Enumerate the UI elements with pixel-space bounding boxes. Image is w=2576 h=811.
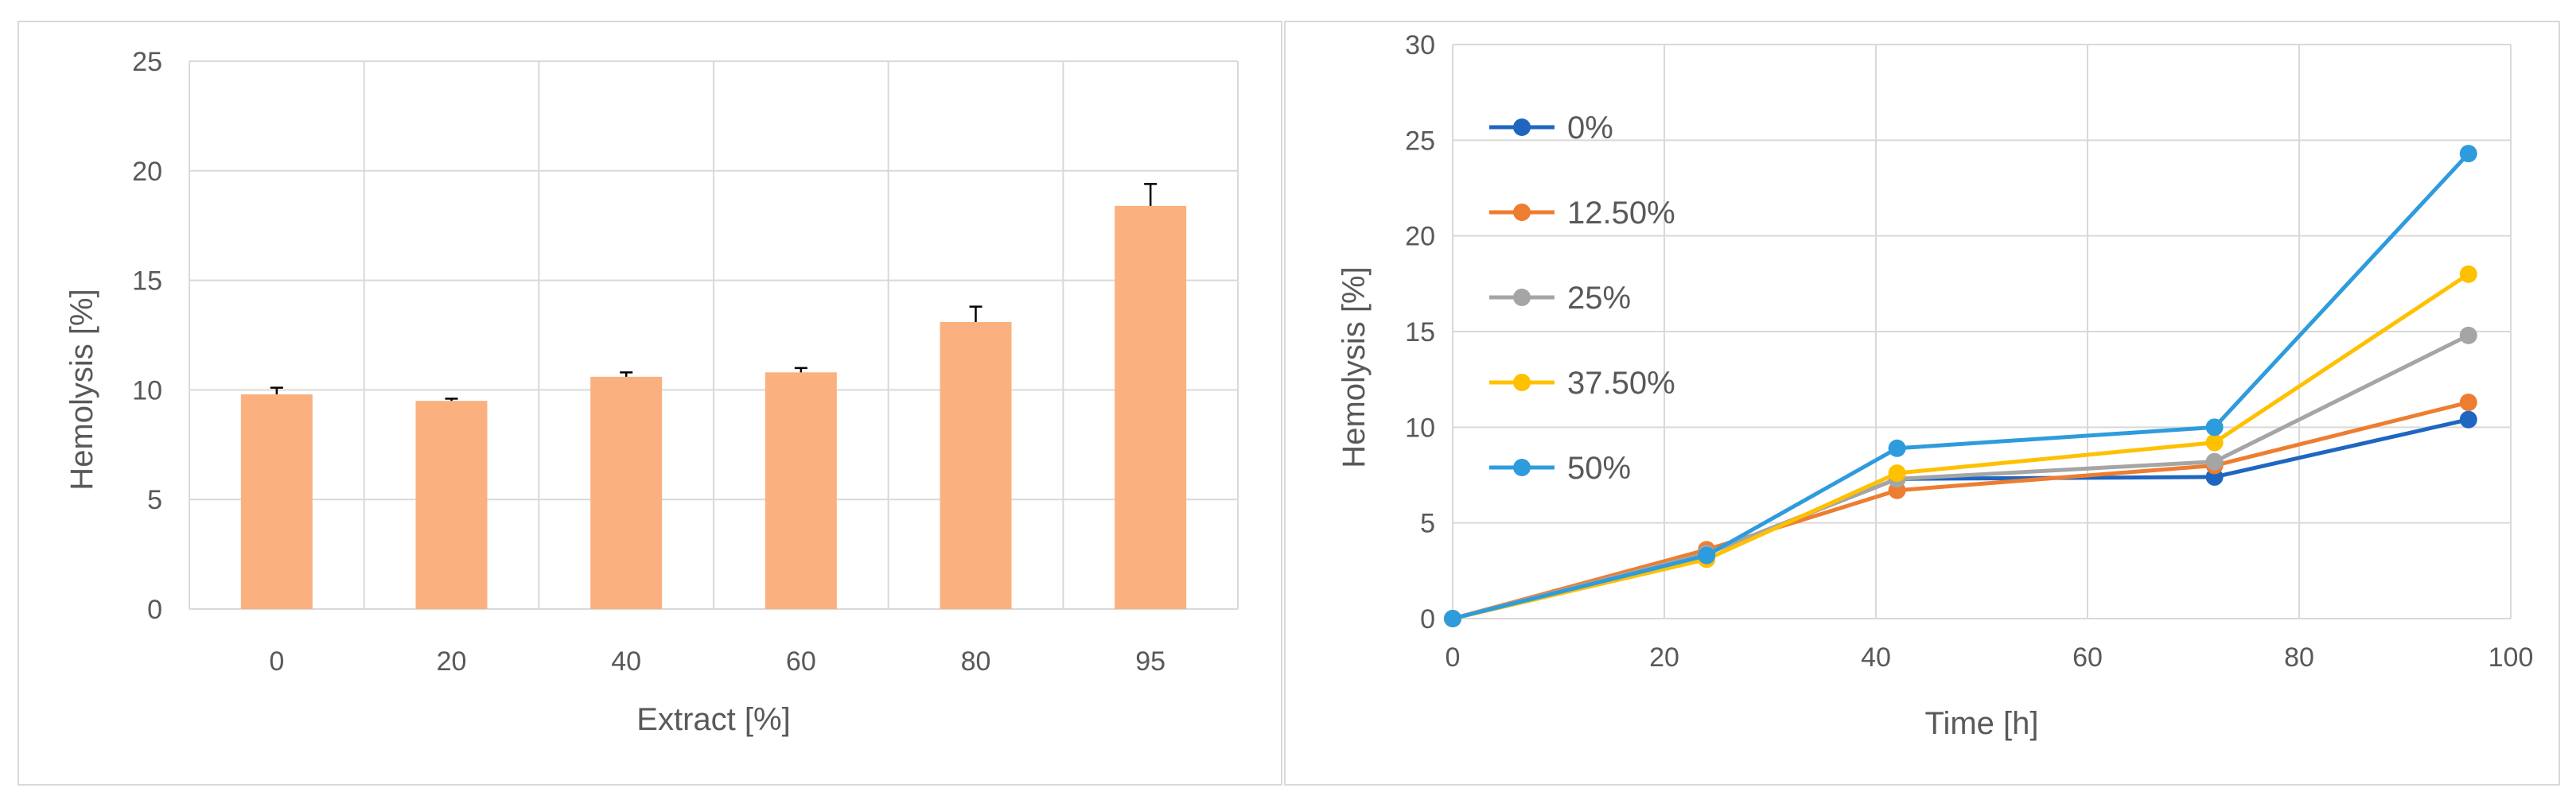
line-chart-x-tick-label: 20 xyxy=(1649,642,1679,673)
line-series-2-marker xyxy=(2459,326,2477,344)
bar xyxy=(1115,205,1187,609)
line-series-0 xyxy=(1452,417,2469,621)
bar-chart-y-tick-label: 10 xyxy=(132,375,162,406)
bar-chart-x-tick-label: 20 xyxy=(437,646,467,677)
line-chart-series xyxy=(1444,145,2477,627)
line-chart-y-axis-title: Hemolysis [%] xyxy=(1337,266,1372,468)
legend-marker-2 xyxy=(1513,289,1531,306)
bar-chart-gridlines xyxy=(189,60,1239,610)
line-chart-gridlines xyxy=(1452,44,2512,619)
line-chart-y-tick-label: 10 xyxy=(1405,413,1435,443)
line-chart-x-ticks: 0 20 40 60 80 100 xyxy=(1446,642,2534,673)
legend-marker-4 xyxy=(1513,459,1531,476)
line-chart-y-tick-label: 15 xyxy=(1405,317,1435,347)
bar-chart-bars xyxy=(240,205,1187,609)
line-chart: 0 5 10 15 20 25 30 0 20 40 60 80 100 0% 12.50% 25% 37.… xyxy=(1337,30,2533,741)
legend-label-1: 12.50% xyxy=(1567,196,1675,231)
bar xyxy=(240,394,313,609)
bar xyxy=(765,372,837,609)
line-series-3-marker xyxy=(2459,265,2477,283)
line-series-3-marker xyxy=(1888,464,1906,483)
line-chart-panel xyxy=(1284,21,2560,786)
line-chart-x-tick-label: 60 xyxy=(2072,642,2103,673)
line-series-4-marker xyxy=(2205,418,2224,437)
line-series-4-marker xyxy=(1888,439,1906,457)
line-series-4-marker xyxy=(1444,610,1461,627)
legend-marker-3 xyxy=(1513,374,1531,391)
line-series-1 xyxy=(1452,400,2469,621)
bar-chart-x-tick-label: 95 xyxy=(1135,646,1165,677)
line-chart-y-tick-label: 5 xyxy=(1420,509,1435,539)
bar-chart: 0 5 10 15 20 25 0 20 40 60 80 95 Extract [%] Hemol… xyxy=(64,47,1239,737)
bar-chart-x-tick-label: 60 xyxy=(786,646,816,677)
bar-chart-x-tick-label: 0 xyxy=(269,646,284,677)
line-chart-x-tick-label: 80 xyxy=(2284,642,2314,673)
bar-chart-y-ticks: 0 5 10 15 20 25 xyxy=(132,47,162,625)
bar-chart-x-ticks: 0 20 40 60 80 95 xyxy=(269,646,1165,677)
line-chart-y-ticks: 0 5 10 15 20 25 30 xyxy=(1405,30,1435,634)
legend-label-0: 0% xyxy=(1567,111,1613,146)
line-series-4-marker xyxy=(1698,546,1716,565)
bar xyxy=(415,401,488,609)
line-chart-x-tick-label: 100 xyxy=(2488,642,2534,673)
bar-chart-y-axis-title: Hemolysis [%] xyxy=(64,289,99,490)
line-series-4-marker xyxy=(2459,145,2477,163)
bar-chart-y-tick-label: 5 xyxy=(147,485,162,515)
line-series-3-marker xyxy=(2205,433,2224,452)
line-chart-y-tick-label: 30 xyxy=(1405,30,1435,60)
line-chart-y-tick-label: 25 xyxy=(1405,126,1435,156)
bar-chart-y-tick-label: 15 xyxy=(132,266,162,297)
line-chart-y-tick-label: 0 xyxy=(1420,604,1435,634)
line-chart-legend: 0% 12.50% 25% 37.50% 50% xyxy=(1489,111,1675,486)
line-series-0-marker xyxy=(2459,410,2477,429)
line-series-3 xyxy=(1452,272,2470,621)
bar-chart-x-tick-label: 40 xyxy=(611,646,641,677)
legend-label-4: 50% xyxy=(1567,451,1631,486)
line-chart-x-tick-label: 40 xyxy=(1861,642,1891,673)
line-chart-x-tick-label: 0 xyxy=(1446,642,1461,673)
legend-marker-1 xyxy=(1513,204,1531,221)
line-chart-y-tick-label: 20 xyxy=(1405,222,1435,252)
bar-chart-y-tick-label: 25 xyxy=(132,47,162,77)
bar-chart-error-bars xyxy=(270,183,1158,402)
bar-chart-y-tick-label: 0 xyxy=(147,595,162,625)
bar-chart-y-tick-label: 20 xyxy=(132,157,162,187)
bar-chart-x-tick-label: 80 xyxy=(961,646,991,677)
line-series-2-marker xyxy=(2205,452,2224,471)
line-chart-x-axis-title: Time [h] xyxy=(1925,706,2039,741)
legend-label-3: 37.50% xyxy=(1567,366,1675,401)
bar xyxy=(940,321,1012,609)
bar xyxy=(590,376,663,609)
line-series-1-marker xyxy=(2459,394,2477,412)
legend-marker-0 xyxy=(1513,118,1531,136)
bar-chart-x-axis-title: Extract [%] xyxy=(636,702,790,737)
legend-label-2: 25% xyxy=(1567,281,1631,316)
